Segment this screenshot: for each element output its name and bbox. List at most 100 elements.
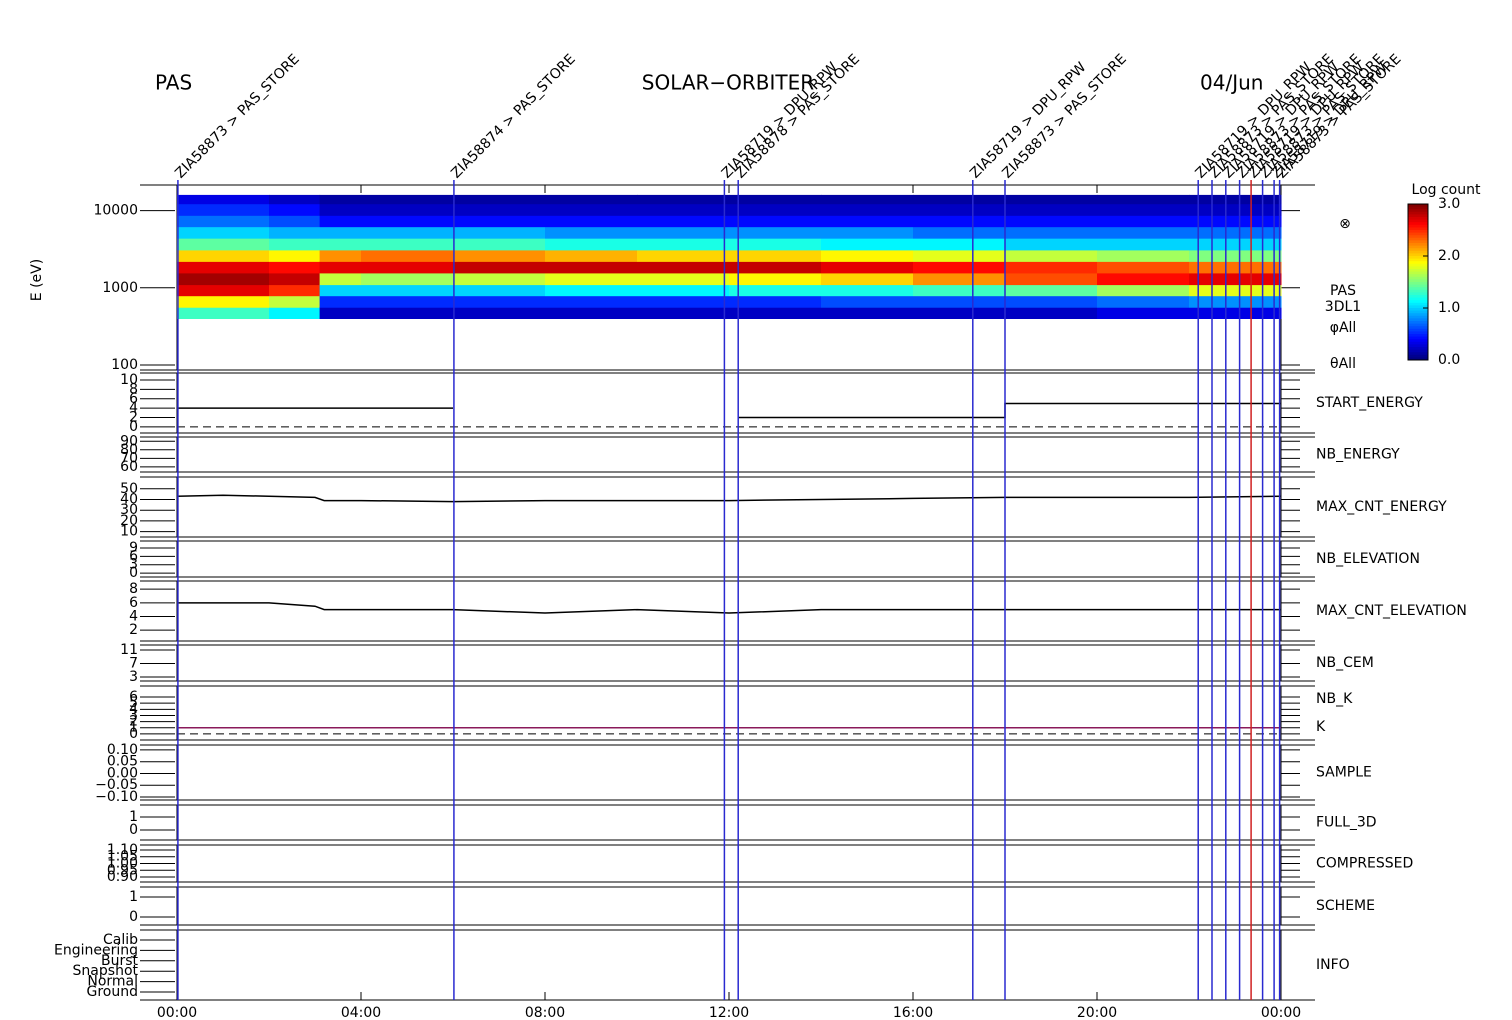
spectrogram-cell (319, 226, 362, 239)
colorbar-swatch (1408, 344, 1428, 348)
spectrogram-cell (913, 272, 1006, 286)
spectrogram-cell (1189, 215, 1282, 228)
colorbar-swatch (1408, 276, 1428, 280)
colorbar-swatch (1408, 261, 1428, 265)
y-tick-label: 8 (129, 581, 138, 597)
spectrogram-cell (545, 226, 638, 239)
spectrogram-cell (821, 295, 914, 308)
spectrogram-cell (319, 249, 362, 262)
spectrogram-cell (453, 203, 546, 216)
colorbar-swatch (1408, 204, 1428, 208)
colorbar-swatch (1408, 256, 1428, 260)
spectrogram-cell (637, 261, 730, 274)
spectrogram-cell (269, 249, 321, 262)
spectrogram-cell (1005, 238, 1098, 251)
colorbar-swatch (1408, 315, 1428, 319)
colorbar-swatch (1408, 224, 1428, 228)
spectrogram-cell (1189, 226, 1282, 239)
spectrogram-cell (1005, 203, 1098, 216)
header-right: 04/Jun (1200, 71, 1263, 95)
spectrogram-cell (319, 203, 362, 216)
y-category-label: Calib (103, 932, 138, 948)
spectrogram-cell (361, 284, 454, 297)
colorbar-swatch (1408, 339, 1428, 343)
spectrogram-cell (637, 272, 730, 286)
colorbar-swatch (1408, 354, 1428, 358)
spectrogram-cell (637, 295, 730, 308)
y-tick-label: 8 (129, 381, 138, 397)
y-category-label: Snapshot (73, 963, 139, 979)
spectrogram-cell (821, 215, 914, 228)
spectrogram-cell (453, 295, 546, 308)
spectrogram-cell (637, 194, 730, 205)
spectrogram-cell (821, 249, 914, 262)
colorbar-swatch (1408, 209, 1428, 213)
panel-label: FULL_3D (1316, 815, 1377, 831)
spectrogram-cell (1005, 261, 1098, 274)
spectrogram-cell (821, 238, 914, 251)
spectrogram-cell (177, 295, 270, 308)
colorbar-swatch (1408, 227, 1428, 231)
colorbar-swatch (1408, 219, 1428, 223)
spectrogram-cell (1189, 203, 1282, 216)
y-tick-label: 70 (120, 450, 138, 466)
spectrogram-cell (177, 249, 270, 262)
spectrogram-cell (269, 307, 321, 319)
panel-label: NB_ELEVATION (1316, 551, 1420, 567)
y-tick-label: 0 (129, 419, 138, 435)
y-tick-label: 0.00 (107, 765, 138, 781)
colorbar-swatch (1408, 297, 1428, 301)
colorbar-swatch (1408, 328, 1428, 332)
spectrogram-cell (361, 215, 454, 228)
colorbar-swatch (1408, 282, 1428, 286)
colorbar-swatch (1408, 258, 1428, 262)
colorbar-swatch (1408, 295, 1428, 299)
spectrogram-cell (913, 215, 1006, 228)
spectrogram-cell (453, 226, 546, 239)
spectrogram-cell (361, 238, 454, 251)
spectrogram-cell (361, 295, 454, 308)
x-tick-label: 08:00 (525, 1005, 565, 1020)
spectrogram-cell (361, 307, 454, 319)
spectrogram-cell (361, 194, 454, 205)
spectrogram-cell (913, 295, 1006, 308)
colorbar-frame (1407, 203, 1429, 361)
y-tick-label: 1000 (102, 280, 138, 296)
spectrogram-cell (453, 261, 546, 274)
spectrogram-cell (269, 272, 321, 286)
y-tick-label: 40 (120, 492, 138, 508)
spectrogram-cell (545, 284, 638, 297)
colorbar-swatch (1408, 248, 1428, 252)
spectrogram-cell (453, 307, 546, 319)
y-tick-label: 11 (120, 642, 138, 658)
y-tick-label: 10 (120, 372, 138, 388)
spectrogram-cell (821, 226, 914, 239)
spectrogram-cell (729, 272, 822, 286)
spectrogram-cell (269, 215, 321, 228)
colorbar-tick-label: 0.0 (1438, 352, 1460, 368)
y-category-label: Ground (87, 984, 139, 1000)
y-tick-label: 10000 (93, 203, 138, 219)
y-tick-label: 0.10 (107, 742, 138, 758)
spectrogram-cell (545, 249, 638, 262)
spectrogram-cell (729, 203, 822, 216)
colorbar-swatch (1408, 323, 1428, 327)
colorbar-swatch (1408, 266, 1428, 270)
spectrogram-cell (269, 203, 321, 216)
y-tick-label: 1 (129, 889, 138, 905)
spectrogram-cell (729, 194, 822, 205)
spectrogram-cell (729, 295, 822, 308)
spectrogram-cell (637, 284, 730, 297)
colorbar-swatch (1408, 284, 1428, 288)
x-tick-label: 12:00 (709, 1005, 749, 1020)
spectrogram-cell (1097, 249, 1190, 262)
colorbar-swatch (1408, 243, 1428, 247)
y-tick-label: 0 (129, 822, 138, 838)
y-tick-label: 9 (129, 540, 138, 556)
colorbar-swatch (1408, 245, 1428, 249)
panel-label: SCHEME (1316, 898, 1375, 914)
spectrogram-cell (1189, 238, 1282, 251)
colorbar-swatch (1408, 302, 1428, 306)
spectrogram-cell (319, 194, 362, 205)
spectrogram-cell (1189, 261, 1282, 274)
